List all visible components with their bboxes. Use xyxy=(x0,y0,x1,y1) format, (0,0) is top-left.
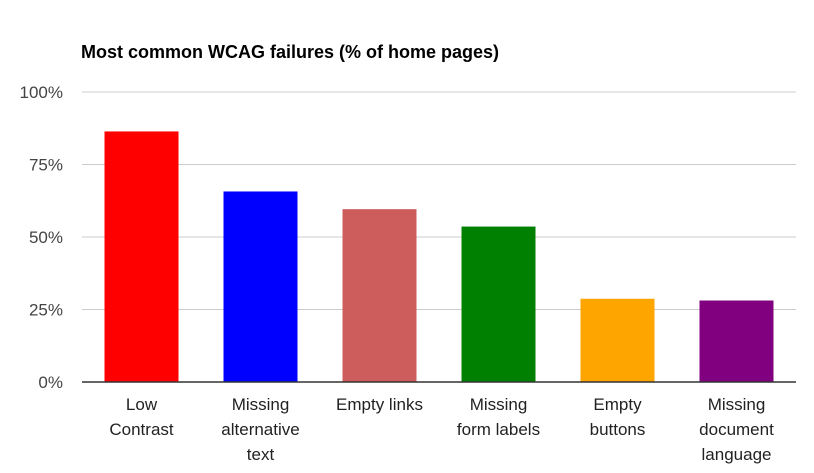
y-tick-label: 25% xyxy=(29,301,63,320)
x-tick-label: Missing form labels xyxy=(457,395,540,439)
bar xyxy=(699,300,774,382)
x-tick-label: Missing alternative text xyxy=(221,395,299,464)
x-tick-label: Empty links xyxy=(336,395,423,414)
y-tick-label: 50% xyxy=(29,228,63,247)
y-tick-label: 0% xyxy=(38,373,63,392)
grid-layer xyxy=(82,91,796,310)
bar xyxy=(580,298,655,382)
x-tick-label: Low Contrast xyxy=(109,395,174,439)
chart-title: Most common WCAG failures (% of home pag… xyxy=(81,42,499,62)
bar xyxy=(104,131,179,382)
bar xyxy=(461,226,536,382)
y-tick-label: 75% xyxy=(29,156,63,175)
bar xyxy=(342,209,417,382)
bar xyxy=(223,191,298,382)
x-tick-label: Missing document language xyxy=(699,395,774,464)
bar-layer xyxy=(104,131,774,382)
x-axis-ticks: Low Contrast Missing alternative text Empty l… xyxy=(109,395,774,464)
x-tick-label: Empty buttons xyxy=(590,395,646,439)
y-axis-ticks: 0% 25% 50% 75% 100% xyxy=(20,83,63,392)
y-tick-label: 100% xyxy=(20,83,63,102)
